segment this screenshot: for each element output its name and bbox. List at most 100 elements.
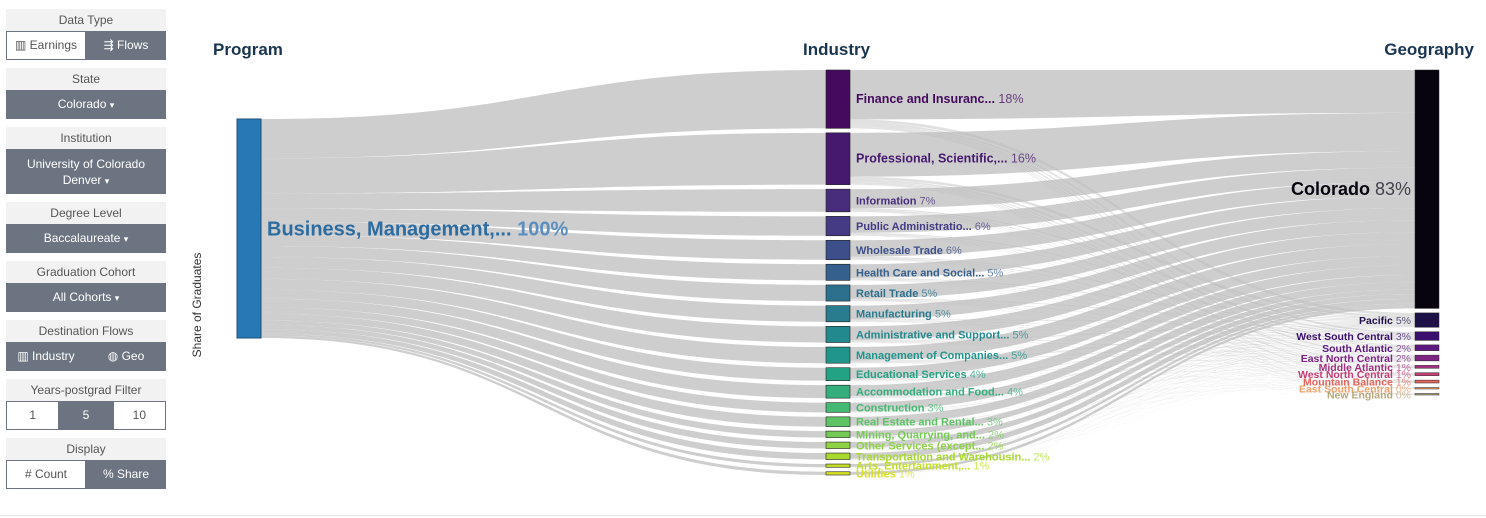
sankey-flow — [850, 211, 1415, 374]
industry-node[interactable] — [825, 216, 851, 237]
industry-pct: 5% — [918, 288, 937, 300]
geography-pct: 83% — [1370, 179, 1411, 199]
flows-button[interactable]: ⇶ Flows — [86, 31, 166, 60]
sankey-flow — [850, 124, 1415, 346]
industry-node[interactable] — [825, 416, 851, 427]
geography-node[interactable] — [1414, 312, 1440, 328]
sankey-flow — [850, 326, 1415, 459]
geography-node[interactable] — [1414, 393, 1440, 396]
sankey-flow — [850, 234, 1415, 348]
sankey-flow — [850, 257, 1415, 337]
institution-dropdown[interactable]: University of Colorado Denver ▾ — [6, 149, 166, 194]
geography-node[interactable] — [1414, 354, 1440, 362]
count-button[interactable]: # Count — [6, 460, 86, 489]
sankey-flow — [850, 375, 1415, 460]
bottom-divider — [0, 515, 1486, 516]
industry-node[interactable] — [825, 132, 851, 185]
sankey-flow — [850, 339, 1415, 426]
industry-node[interactable] — [825, 430, 851, 438]
sankey-labels: Business, Management,... 100% Finance and… — [267, 92, 1411, 480]
industry-node[interactable] — [825, 239, 851, 261]
years-filter-section: Years-postgrad Filter 1 5 10 — [6, 379, 166, 430]
geography-node[interactable] — [1414, 331, 1440, 341]
industry-name: Wholesale Trade — [856, 245, 943, 257]
sankey-flow — [850, 350, 1415, 438]
state-dropdown[interactable]: Colorado ▾ — [6, 90, 166, 119]
earnings-button[interactable]: ▥ Earnings — [6, 31, 86, 60]
industry-node[interactable] — [825, 471, 851, 476]
industry-node[interactable] — [825, 69, 851, 129]
sankey-flow — [850, 342, 1415, 389]
industry-node[interactable] — [825, 326, 851, 343]
geography-name: West South Central — [1296, 331, 1393, 343]
industry-node-label: Finance and Insuranc... 18% — [856, 92, 1023, 106]
industry-name: Information — [856, 196, 917, 208]
geography-node[interactable] — [1414, 379, 1440, 384]
industry-button[interactable]: ▥ Industry — [6, 342, 86, 371]
sankey-flow — [850, 196, 1415, 278]
geo-button[interactable]: ◍ Geo — [86, 342, 166, 371]
industry-node-label: Other Services (except... 2% — [856, 440, 1004, 452]
sankey-flow — [850, 279, 1415, 359]
sankey-flow — [850, 360, 1415, 438]
sankey-flow — [850, 360, 1415, 413]
years-10-button[interactable]: 10 — [112, 401, 166, 430]
percent-icon: % — [102, 467, 117, 481]
graduation-cohort-dropdown[interactable]: All Cohorts ▾ — [6, 283, 166, 312]
industry-node[interactable] — [825, 188, 851, 213]
geography-node[interactable] — [1414, 372, 1440, 376]
sankey-flow — [850, 359, 1415, 398]
degree-level-dropdown[interactable]: Baccalaureate ▾ — [6, 224, 166, 253]
sankey-flow — [850, 362, 1415, 368]
industry-node[interactable] — [825, 463, 851, 468]
geography-node[interactable] — [1414, 387, 1440, 390]
geography-node-label: New England 0% — [1327, 389, 1411, 401]
sankey-flow — [261, 289, 826, 381]
industry-name: Health Care and Social... — [856, 267, 984, 279]
geography-node[interactable] — [1414, 69, 1440, 309]
industry-pct: 18% — [995, 92, 1024, 106]
sankey-flow — [850, 338, 1415, 363]
industry-node[interactable] — [825, 263, 851, 281]
sankey-flow — [850, 125, 1415, 357]
industry-node[interactable] — [825, 346, 851, 364]
sankey-flow — [850, 278, 1415, 337]
industry-node[interactable] — [825, 284, 851, 302]
sankey-flow — [850, 235, 1415, 395]
display-toggle: # Count % Share — [6, 460, 166, 489]
sankey-flow — [850, 350, 1415, 427]
sankey-flow — [850, 289, 1415, 437]
years-5-button[interactable]: 5 — [59, 401, 113, 430]
geography-node[interactable] — [1414, 344, 1440, 351]
sankey-flow — [850, 327, 1415, 475]
institution-section: Institution University of Colorado Denver… — [6, 127, 166, 194]
sankey-flow — [850, 244, 1415, 361]
industry-name: Public Administratio... — [856, 221, 972, 233]
sankey-flow — [850, 322, 1415, 341]
sankey-flow — [850, 341, 1415, 350]
industry-node[interactable] — [825, 305, 851, 323]
sankey-flow — [850, 183, 1415, 367]
institution-title: Institution — [6, 127, 166, 149]
industry-node[interactable] — [825, 367, 851, 381]
sankey-flow — [850, 210, 1415, 348]
geography-node-label: South Atlantic 2% — [1322, 343, 1411, 355]
years-1-button[interactable]: 1 — [6, 401, 60, 430]
industry-node[interactable] — [825, 402, 851, 413]
sankey-flow — [850, 235, 1415, 367]
industry-node[interactable] — [825, 384, 851, 399]
program-node[interactable] — [236, 118, 262, 339]
geography-node[interactable] — [1414, 365, 1440, 369]
sankey-flow — [850, 182, 1415, 257]
sankey-flow — [850, 325, 1415, 412]
sankey-flow — [850, 382, 1415, 427]
sankey-flow — [850, 323, 1415, 362]
sankey-nodes — [236, 69, 1440, 476]
share-button[interactable]: % Share — [86, 460, 166, 489]
geography-node-label: East South Central 0% — [1299, 383, 1411, 395]
industry-node-label: Accommodation and Food... 4% — [856, 387, 1023, 399]
flow-icon: ⇶ — [103, 38, 118, 52]
industry-name: Educational Services — [856, 369, 967, 381]
industry-node[interactable] — [825, 441, 851, 449]
industry-node[interactable] — [825, 452, 851, 460]
